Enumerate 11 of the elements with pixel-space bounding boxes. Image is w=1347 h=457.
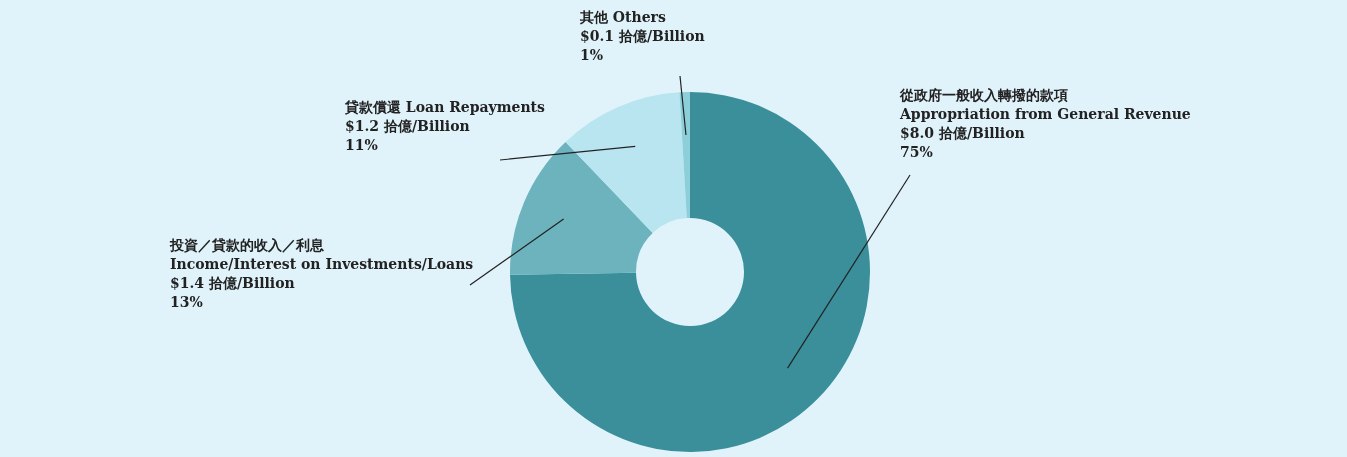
slice-label: 從政府一般收入轉撥的款項 Appropriation from General Revenue bbox=[899, 87, 1191, 122]
data-label: $0.1 拾億/Billion 1% bbox=[580, 28, 705, 63]
slice-label: 貸款償還 Loan Repayments bbox=[344, 99, 546, 115]
data-label: $8.0 拾億/Billion 75% bbox=[900, 125, 1025, 160]
slice-label: 投資／貸款的收入／利息 Income/Interest on Investments/Loans bbox=[169, 237, 474, 272]
data-label: $1.2 拾億/Billion 11% bbox=[345, 118, 470, 153]
slice-label: 其他 Others bbox=[579, 9, 666, 25]
donut-slice bbox=[679, 92, 690, 219]
data-label: $1.4 拾億/Billion 13% bbox=[170, 275, 295, 310]
donut-slice bbox=[565, 92, 687, 233]
donut-slice bbox=[510, 141, 653, 275]
